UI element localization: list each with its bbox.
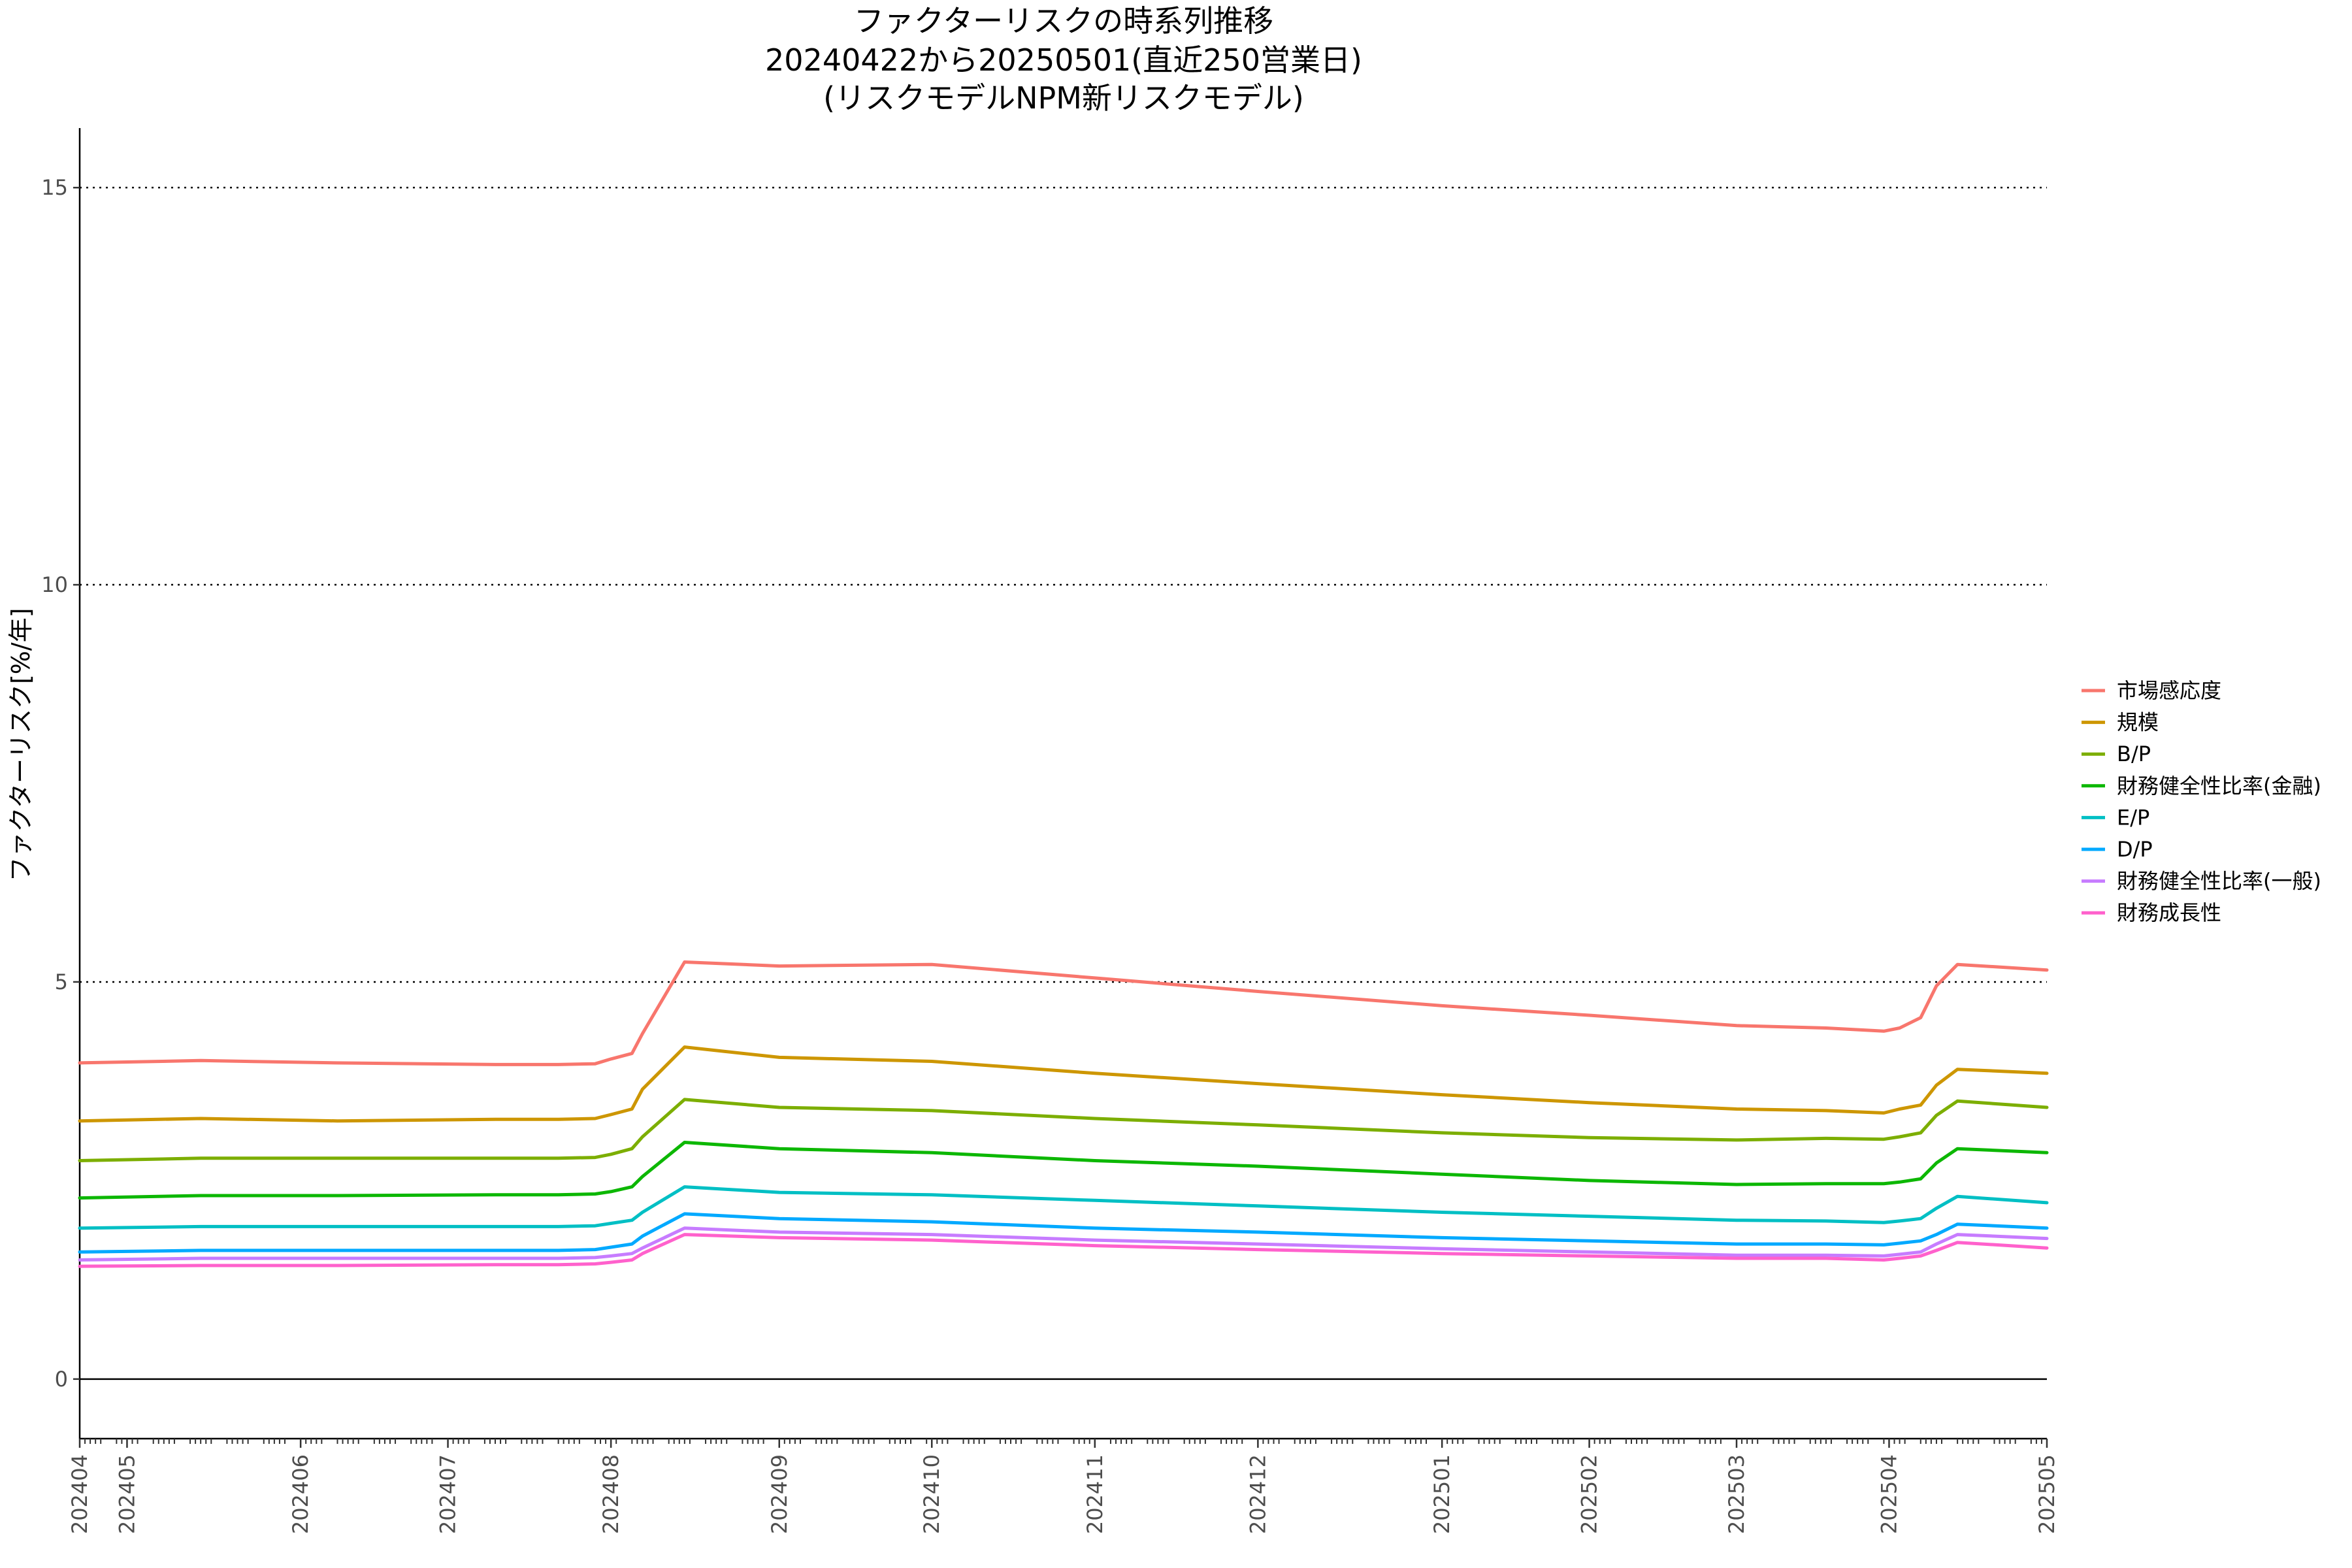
x-tick-label-12: 202504 [1876, 1454, 1901, 1534]
legend-item-7: 財務成長性 [2082, 900, 2221, 925]
x-tick-label-13: 202505 [2034, 1454, 2059, 1534]
y-tick-label-0: 0 [55, 1367, 68, 1392]
chart-title: ファクターリスクの時系列推移 20240422から20250501(直近250営… [765, 3, 1362, 116]
x-tick-label-11: 202503 [1724, 1454, 1749, 1534]
legend-item-0: 市場感応度 [2082, 678, 2221, 703]
series-lines [78, 960, 2049, 1268]
series-line-6 [78, 1226, 2049, 1262]
legend-label-5: D/P [2117, 837, 2153, 862]
x-tick-label-9: 202501 [1429, 1454, 1454, 1534]
x-tick-label-10: 202502 [1577, 1454, 1602, 1534]
chart-title-line-2: 20240422から20250501(直近250営業日) [765, 42, 1362, 78]
x-tick-label-7: 202411 [1083, 1454, 1107, 1534]
x-axis-ticks: 202404 202405 202406 202407 202408 202409 2024… [67, 1439, 2059, 1534]
x-tick-label-5: 202409 [767, 1454, 792, 1534]
y-tick-label-1: 5 [55, 970, 68, 994]
y-axis-ticks: 0 5 10 15 [41, 175, 80, 1392]
legend-item-1: 規模 [2082, 710, 2159, 735]
y-axis-title: ファクターリスク[%/年] [7, 608, 35, 881]
x-tick-label-2: 202406 [288, 1454, 313, 1534]
legend-item-6: 財務健全性比率(一般) [2082, 869, 2321, 894]
x-tick-label-3: 202407 [436, 1454, 461, 1534]
legend-label-1: 規模 [2117, 710, 2159, 735]
legend-item-2: B/P [2082, 742, 2151, 766]
series-line-3 [78, 1141, 2049, 1200]
legend-label-2: B/P [2117, 742, 2151, 766]
series-line-2 [78, 1098, 2049, 1162]
x-tick-label-4: 202408 [598, 1454, 623, 1534]
legend-item-3: 財務健全性比率(金融) [2082, 774, 2321, 798]
series-line-0 [78, 960, 2049, 1066]
chart-title-line-3: (リスクモデルNPM新リスクモデル) [823, 80, 1304, 116]
x-tick-label-6: 202410 [919, 1454, 944, 1534]
x-tick-label-8: 202412 [1245, 1454, 1270, 1534]
y-tick-label-3: 15 [41, 175, 68, 200]
chart-title-line-1: ファクターリスクの時系列推移 [854, 3, 1273, 39]
legend-label-7: 財務成長性 [2117, 900, 2221, 925]
series-line-5 [78, 1212, 2049, 1254]
legend-label-3: 財務健全性比率(金融) [2117, 774, 2321, 798]
legend-item-4: E/P [2082, 805, 2149, 830]
axes [78, 128, 2047, 1440]
x-tick-label-0: 202404 [67, 1454, 92, 1534]
legend-label-0: 市場感応度 [2117, 678, 2221, 703]
gridlines [80, 186, 2047, 1380]
series-line-1 [78, 1045, 2049, 1123]
legend-label-4: E/P [2117, 805, 2149, 830]
x-tick-label-1: 202405 [114, 1454, 139, 1534]
series-line-7 [78, 1233, 2049, 1268]
legend-label-6: 財務健全性比率(一般) [2117, 869, 2321, 894]
legend-item-5: D/P [2082, 837, 2153, 862]
y-tick-label-2: 10 [41, 572, 68, 597]
series-line-4 [78, 1185, 2049, 1230]
